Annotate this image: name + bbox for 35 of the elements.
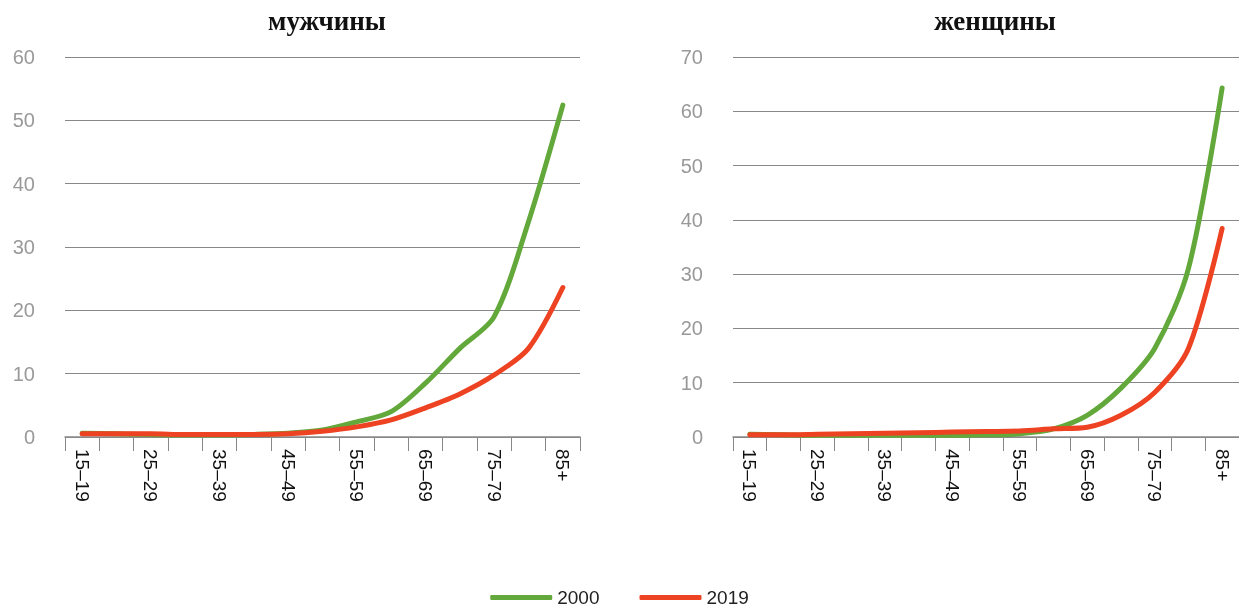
y-tick-label: 50 <box>12 109 35 132</box>
x-tick-label: 15–19 <box>739 449 761 502</box>
x-tick-label: 55–59 <box>1009 449 1031 502</box>
y-tick-label: 10 <box>12 362 35 385</box>
legend-label: 2019 <box>706 587 749 608</box>
x-tick-label: 55–59 <box>346 449 368 502</box>
x-tick-label: 65–69 <box>415 449 436 502</box>
legend-label: 2000 <box>557 587 600 608</box>
x-tick-label: 85+ <box>1211 449 1233 482</box>
y-tick-label: 10 <box>680 371 703 394</box>
chart-title: мужчины <box>268 5 386 36</box>
y-tick-label: 50 <box>680 154 703 177</box>
y-tick-label: 60 <box>12 46 35 68</box>
x-tick-label: 65–69 <box>1076 449 1098 502</box>
x-tick-label: 25–29 <box>140 449 162 502</box>
chart-title: женщины <box>934 5 1056 36</box>
y-tick-label: 20 <box>680 317 703 340</box>
x-tick-label: 35–39 <box>209 449 230 502</box>
x-tick-label: 45–49 <box>277 449 299 502</box>
y-tick-label: 40 <box>680 208 703 231</box>
y-tick-label: 20 <box>12 299 35 322</box>
y-tick-label: 30 <box>12 236 35 258</box>
x-tick-label: 35–39 <box>874 449 896 502</box>
y-tick-label: 0 <box>23 426 35 448</box>
x-tick-label: 85+ <box>552 449 574 482</box>
y-tick-label: 40 <box>12 172 35 195</box>
x-tick-label: 75–79 <box>483 449 505 502</box>
x-tick-label: 25–29 <box>806 449 828 502</box>
y-tick-label: 60 <box>680 100 703 123</box>
y-tick-label: 70 <box>680 46 703 68</box>
x-tick-label: 15–19 <box>71 449 93 502</box>
y-tick-label: 0 <box>691 426 703 448</box>
x-tick-label: 45–49 <box>941 449 963 502</box>
x-tick-label: 75–79 <box>1144 449 1166 502</box>
y-tick-label: 30 <box>680 263 703 286</box>
